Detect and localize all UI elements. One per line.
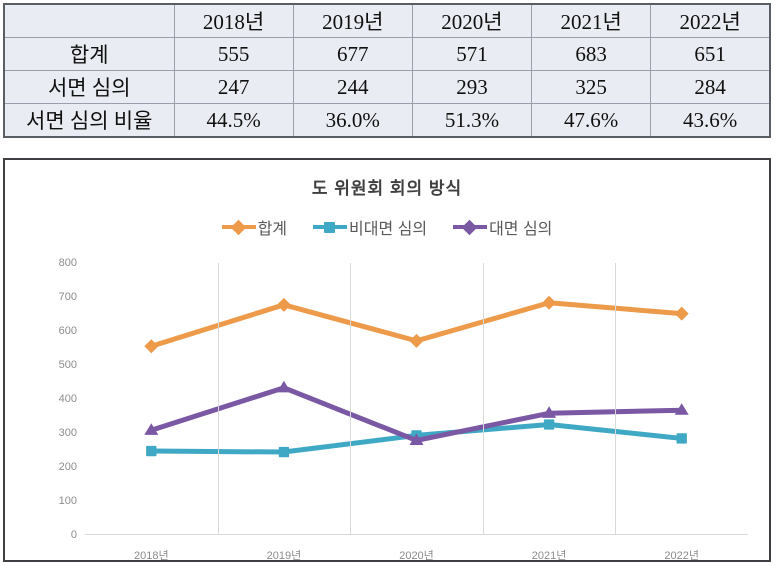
table-row: 서면 심의 247 244 293 325 284 <box>3 70 772 104</box>
y-axis-tick-label: 600 <box>58 325 77 337</box>
legend-item[interactable]: 비대면 심의 <box>313 215 427 239</box>
table-column-header: 2018년 <box>173 3 294 38</box>
y-axis-tick-label: 400 <box>58 393 77 405</box>
table-row-label: 합계 <box>3 37 175 71</box>
data-point-marker <box>276 380 291 393</box>
x-axis-line <box>85 534 748 535</box>
legend-triangle-icon <box>453 219 488 236</box>
data-point-marker <box>542 406 557 418</box>
y-axis-tick-label: 300 <box>58 427 77 439</box>
y-axis-tick-label: 500 <box>58 359 77 371</box>
data-point-marker <box>278 446 290 458</box>
data-point-marker <box>409 433 424 446</box>
table-cell: 571 <box>411 37 533 71</box>
table-cell: 51.3% <box>411 103 533 138</box>
table-cell: 47.6% <box>531 103 652 138</box>
gridline-vertical <box>350 263 352 535</box>
data-point-marker <box>542 295 557 310</box>
series-svg <box>144 295 689 458</box>
y-axis-tick-label: 0 <box>70 529 77 541</box>
legend-diamond-icon <box>221 219 256 236</box>
table-cell: 244 <box>292 70 413 104</box>
table-corner-cell <box>3 3 175 38</box>
statistics-table: 2018년 2019년 2020년 2021년 2022년 합계 555 677 571 683 6… <box>3 3 772 138</box>
x-axis-tick-label: 2021년 <box>531 550 567 562</box>
data-point-marker <box>674 403 689 415</box>
y-axis-tick-label: 100 <box>58 495 77 507</box>
table-cell: 683 <box>531 37 652 71</box>
data-point-marker <box>676 433 687 444</box>
plot-area: 0 100 200 300 400 500 600 700 800 2018년 2019년 2020년… <box>59 257 748 562</box>
chart-panel: 도 위원회 회의 방식 합계 비대면 심의 대면 심의 0 100 200 300 400 5… <box>3 158 771 562</box>
table-cell: 555 <box>173 37 294 71</box>
x-axis-tick-label: 2019년 <box>266 550 302 562</box>
data-point-marker <box>144 339 159 354</box>
legend-item[interactable]: 합계 <box>221 215 288 239</box>
table-cell: 325 <box>531 70 652 104</box>
y-axis-tick-label: 700 <box>58 291 77 303</box>
data-point-marker <box>276 297 291 312</box>
table-body: 2018년 2019년 2020년 2021년 2022년 합계 555 677 571 683 6… <box>3 3 772 138</box>
table-cell: 43.6% <box>650 103 772 138</box>
table-column-header: 2022년 <box>650 3 772 38</box>
statistics-table-container: 2018년 2019년 2020년 2021년 2022년 합계 555 677 571 683 6… <box>3 3 772 138</box>
table-column-header: 2021년 <box>531 3 652 38</box>
legend-label: 대면 심의 <box>489 221 553 238</box>
gridline-vertical <box>217 263 219 535</box>
table-header-row: 2018년 2019년 2020년 2021년 2022년 <box>3 3 772 38</box>
table-cell: 284 <box>650 70 772 104</box>
table-cell: 44.5% <box>173 103 294 138</box>
table-cell: 247 <box>173 70 294 104</box>
data-point-marker <box>146 445 157 457</box>
data-point-marker <box>674 306 689 321</box>
gridline-vertical <box>615 263 617 535</box>
table-row-label: 서면 심의 <box>3 70 175 104</box>
chart-title: 도 위원회 회의 방식 <box>311 179 463 198</box>
table-cell: 36.0% <box>292 103 413 138</box>
table-column-header: 2019년 <box>292 3 413 38</box>
gridline-vertical <box>482 263 484 535</box>
x-axis-tick-label: 2022년 <box>664 550 699 562</box>
table-column-header: 2020년 <box>411 3 533 38</box>
table-row: 서면 심의 비율 44.5% 36.0% 51.3% 47.6% 43.6% <box>3 103 772 138</box>
legend-item[interactable]: 대면 심의 <box>453 215 552 239</box>
x-axis-tick-label: 2018년 <box>134 550 169 562</box>
legend-square-icon <box>313 220 348 234</box>
legend-label: 합계 <box>257 221 288 238</box>
x-axis-tick-label: 2020년 <box>399 550 434 562</box>
table-cell: 677 <box>292 37 413 71</box>
table-cell: 651 <box>650 37 772 71</box>
data-point-marker <box>144 423 159 435</box>
y-axis-tick-label: 800 <box>58 257 77 269</box>
legend-label: 비대면 심의 <box>349 221 428 238</box>
y-axis-tick-label: 200 <box>58 461 77 473</box>
chart-legend: 합계 비대면 심의 대면 심의 <box>5 215 769 239</box>
data-point-marker <box>543 419 555 430</box>
table-cell: 293 <box>411 70 533 104</box>
table-row-label: 서면 심의 비율 <box>3 103 175 138</box>
data-point-marker <box>409 333 424 348</box>
table-row: 합계 555 677 571 683 651 <box>3 37 772 71</box>
